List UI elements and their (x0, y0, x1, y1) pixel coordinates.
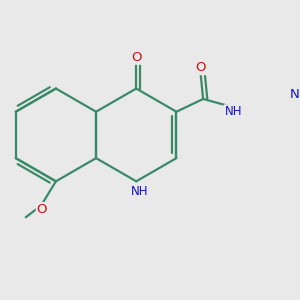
Text: O: O (196, 61, 206, 74)
Text: O: O (37, 203, 47, 216)
Text: N: N (290, 88, 300, 101)
Text: NH: NH (131, 184, 148, 198)
Text: NH: NH (224, 105, 242, 118)
Text: O: O (131, 51, 142, 64)
